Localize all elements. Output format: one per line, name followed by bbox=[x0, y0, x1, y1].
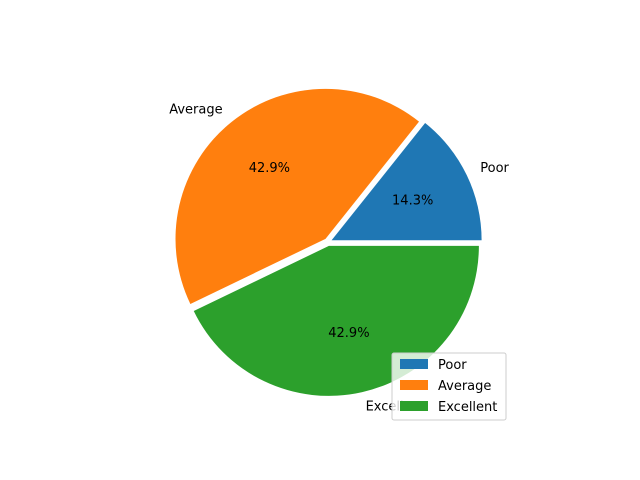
pie-slice-average bbox=[175, 88, 420, 304]
legend-label-average: Average bbox=[438, 379, 491, 394]
percent-label-excellent: 42.9% bbox=[328, 326, 369, 341]
legend-swatch-average bbox=[400, 380, 428, 390]
legend-label-poor: Poor bbox=[438, 358, 467, 373]
legend-label-excellent: Excellent bbox=[438, 400, 497, 415]
percent-label-average: 42.9% bbox=[249, 161, 290, 176]
percent-label-poor: 14.3% bbox=[392, 194, 433, 209]
legend-swatch-excellent bbox=[400, 401, 428, 411]
category-label-average: Average bbox=[169, 102, 222, 117]
pie-slices bbox=[175, 88, 482, 396]
category-label-poor: Poor bbox=[480, 161, 509, 176]
pie-slice-poor bbox=[331, 122, 482, 241]
legend: Poor Average Excellent bbox=[391, 352, 507, 421]
legend-swatch-poor bbox=[400, 359, 428, 369]
